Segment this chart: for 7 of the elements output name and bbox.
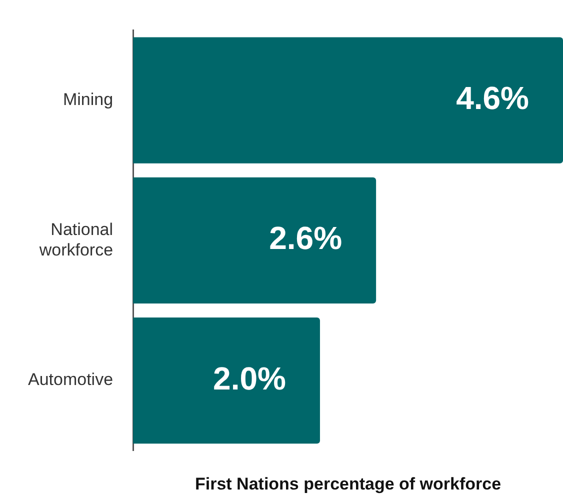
data-label: 4.6% (456, 80, 529, 116)
data-label: 2.0% (213, 360, 286, 396)
x-axis-title: First Nations percentage of workforce (194, 474, 502, 494)
data-label: 2.6% (269, 220, 342, 256)
y-tick-label: Mining (62, 90, 114, 109)
y-tick-label: Automotive (28, 370, 114, 390)
y-tick-label: National workforce (38, 220, 114, 260)
